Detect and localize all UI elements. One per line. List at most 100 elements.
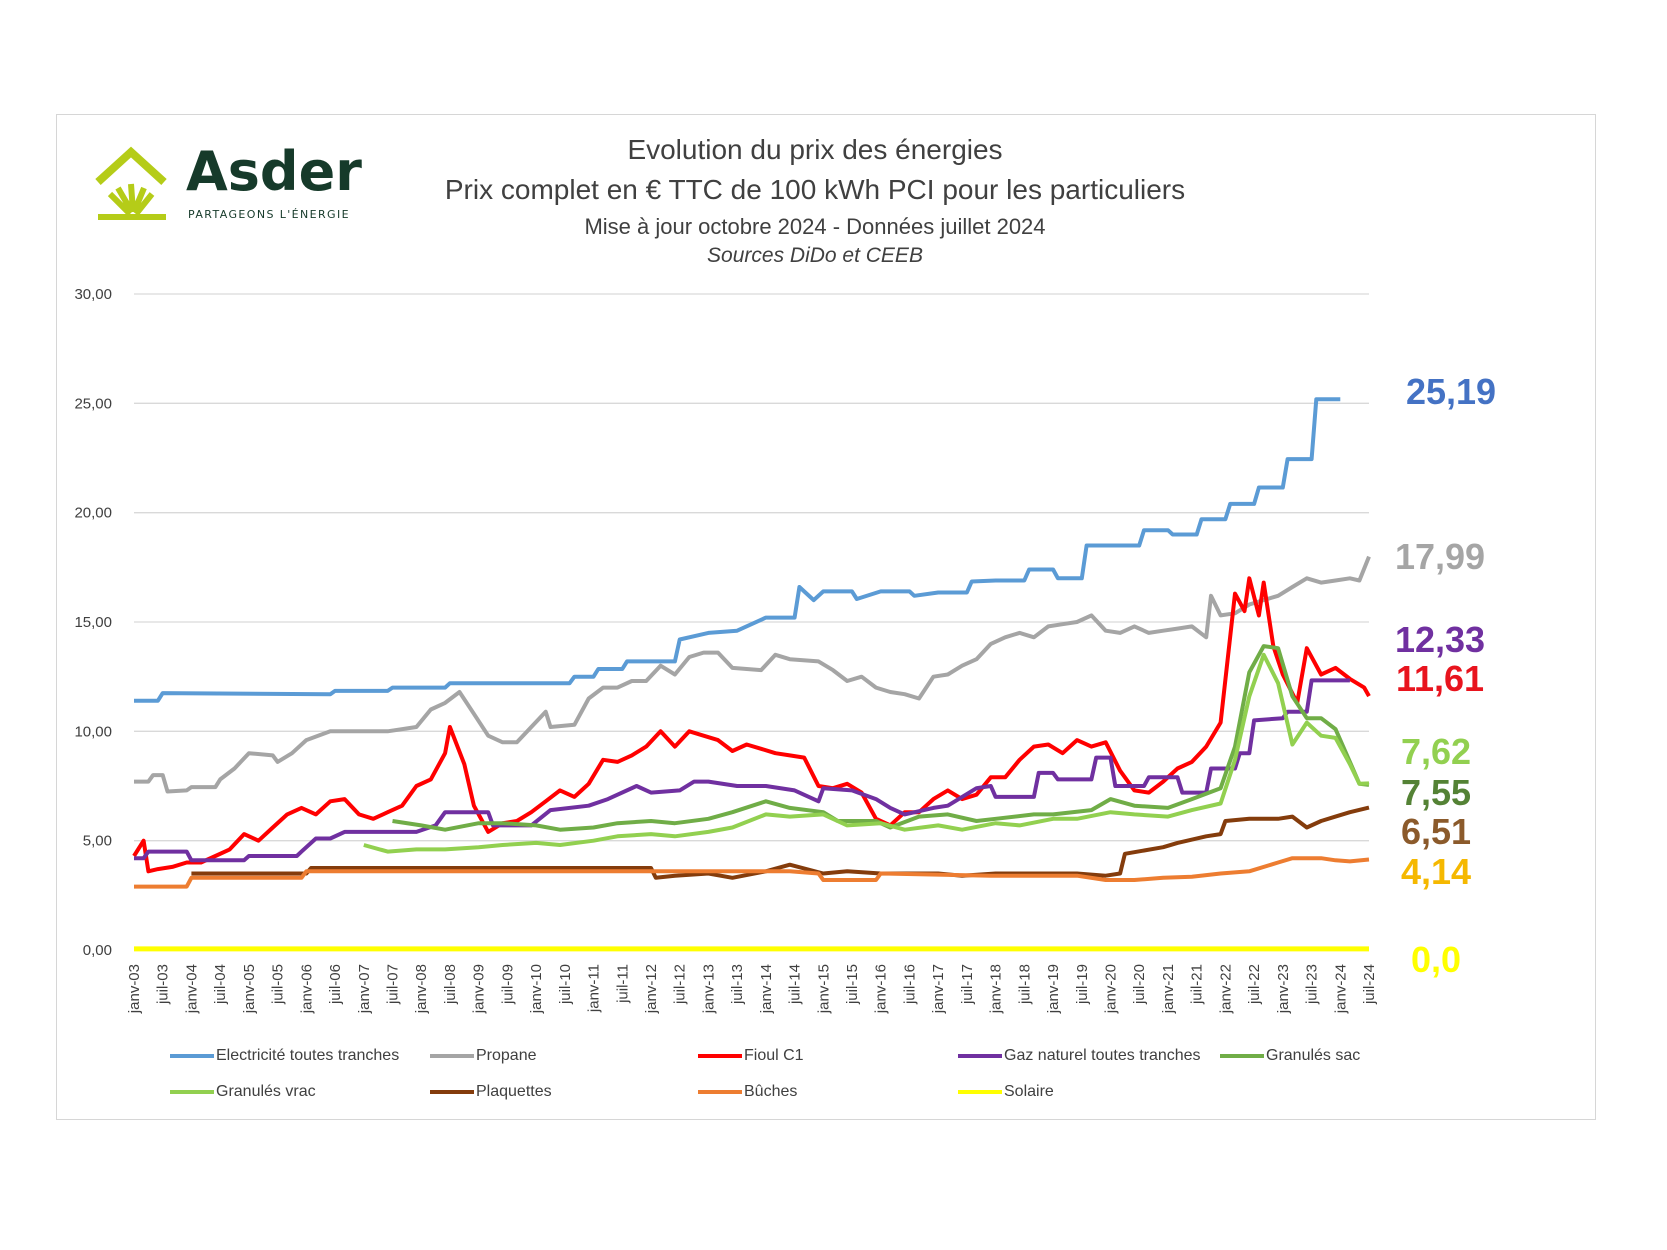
y-tick-label: 5,00 [83,833,112,850]
x-tick-label: janv-12 [643,964,660,1014]
legend-label: Propane [476,1047,537,1064]
chart-subtitle: Prix complet en € TTC de 100 kWh PCI pou… [444,174,1186,205]
x-tick-label: juil-18 [1016,964,1033,1005]
end-value-label: 6,51 [1401,811,1471,852]
x-tick-label: janv-20 [1103,964,1120,1014]
legend-swatch [430,1054,474,1058]
x-tick-label: janv-10 [528,964,545,1014]
y-tick-label: 0,00 [83,942,112,959]
legend-label: Gaz naturel toutes tranches [1004,1047,1201,1064]
legend: Electricité toutes tranches Propane Fioul … [170,1044,1400,1124]
update-note: Mise à jour octobre 2024 - Données juill… [584,214,1046,239]
x-tick-label: juil-12 [672,964,689,1005]
x-tick-label: janv-23 [1275,964,1292,1014]
x-tick-label: juil-23 [1304,964,1321,1005]
legend-label: Solaire [1004,1083,1054,1100]
legend-item: Solaire [958,1080,1054,1104]
legend-swatch [430,1090,474,1094]
legend-item: Gaz naturel toutes tranches [958,1044,1201,1068]
legend-item: Granulés vrac [170,1080,316,1104]
legend-item: Fioul C1 [698,1044,804,1068]
x-tick-label: juil-16 [901,964,918,1005]
x-tick-label: janv-17 [930,964,947,1014]
x-tick-label: juil-24 [1361,964,1378,1005]
x-tick-label: janv-13 [700,964,717,1014]
legend-item: Bûches [698,1080,797,1104]
x-tick-label: janv-21 [1160,964,1177,1014]
end-value-label: 11,61 [1396,658,1484,699]
x-tick-label: janv-22 [1217,964,1234,1014]
sun-house-icon [95,146,167,220]
y-tick-label: 15,00 [74,614,112,631]
x-tick-label: juil-21 [1189,964,1206,1005]
legend-label: Electricité toutes tranches [216,1047,400,1064]
legend-label: Granulés vrac [216,1083,316,1100]
legend-item: Propane [430,1044,537,1068]
x-tick-label: juil-13 [729,964,746,1005]
legend-item: Granulés sac [1220,1044,1360,1068]
x-tick-label: janv-03 [126,964,143,1014]
x-tick-label: juil-14 [787,964,804,1005]
series-line [363,652,1370,854]
end-value-label: 4,14 [1401,851,1471,892]
legend-label: Plaquettes [476,1083,552,1100]
legend-swatch [170,1090,214,1094]
legend-swatch [698,1054,742,1058]
legend-item: Electricité toutes tranches [170,1044,399,1068]
x-tick-label: janv-11 [586,964,603,1013]
series-line [134,856,1370,889]
x-tick-label: janv-19 [1045,964,1062,1014]
end-value-label: 12,33 [1395,619,1485,660]
end-value-label: 7,62 [1401,731,1471,772]
legend-item: Plaquettes [430,1080,552,1104]
x-tick-label: janv-14 [758,964,775,1014]
chart-title: Evolution du prix des énergies [627,134,1003,165]
legend-label: Bûches [744,1083,798,1100]
series-line [134,555,1371,794]
end-value-label: 17,99 [1395,536,1485,577]
series-line [134,397,1341,703]
legend-label: Granulés sac [1266,1047,1361,1064]
y-tick-label: 25,00 [74,395,112,412]
y-tick-label: 30,00 [74,286,112,303]
end-value-label: 7,55 [1401,772,1471,813]
x-tick-label: janv-18 [988,964,1005,1014]
asder-logo: Asder PARTAGEONS L'ÉNERGIE [94,140,384,226]
legend-swatch [958,1090,1002,1094]
x-tick-label: janv-16 [873,964,890,1014]
legend-swatch [170,1054,214,1058]
x-tick-label: janv-15 [815,964,832,1014]
end-value-label: 25,19 [1406,371,1496,412]
chart-frame [56,114,1596,1120]
x-tick-label: juil-06 [327,964,344,1005]
x-tick-label: janv-24 [1332,964,1349,1014]
x-tick-label: janv-05 [241,964,258,1014]
x-tick-label: juil-17 [959,964,976,1005]
x-tick-label: juil-20 [1131,964,1148,1005]
x-tick-label: janv-07 [356,964,373,1014]
x-tick-label: juil-11 [614,964,631,1004]
logo-tagline: PARTAGEONS L'ÉNERGIE [188,208,350,221]
x-tick-label: juil-09 [499,964,516,1005]
x-tick-label: juil-19 [1074,964,1091,1005]
legend-swatch [958,1054,1002,1058]
x-tick-label: juil-10 [557,964,574,1005]
legend-swatch [698,1090,742,1094]
end-value-label: 0,0 [1411,939,1461,980]
x-tick-label: juil-07 [384,964,401,1005]
y-tick-label: 10,00 [74,723,112,740]
logo-wordmark: Asder [186,140,362,203]
legend-label: Fioul C1 [744,1047,804,1064]
x-tick-label: juil-03 [155,964,172,1005]
x-tick-label: janv-08 [413,964,430,1014]
series-line [191,805,1370,880]
x-tick-label: juil-05 [270,964,287,1005]
legend-swatch [1220,1054,1264,1058]
series-line [392,644,1370,832]
series-line [132,576,1371,874]
y-tick-label: 20,00 [74,505,112,522]
x-tick-label: juil-04 [212,964,229,1005]
series-line [134,678,1350,863]
x-tick-label: janv-09 [471,964,488,1014]
